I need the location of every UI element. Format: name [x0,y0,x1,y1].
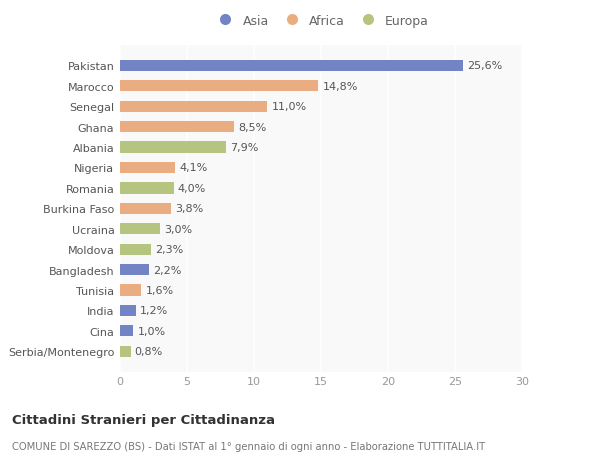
Text: 1,0%: 1,0% [137,326,166,336]
Text: COMUNE DI SAREZZO (BS) - Dati ISTAT al 1° gennaio di ogni anno - Elaborazione TU: COMUNE DI SAREZZO (BS) - Dati ISTAT al 1… [12,441,485,451]
Text: 4,1%: 4,1% [179,163,207,173]
Bar [120,183,173,194]
Legend: Asia, Africa, Europa: Asia, Africa, Europa [208,10,434,33]
Text: 25,6%: 25,6% [467,62,502,71]
Bar [120,122,234,133]
Text: Cittadini Stranieri per Cittadinanza: Cittadini Stranieri per Cittadinanza [12,413,275,426]
Bar [120,285,142,296]
Bar [120,101,268,112]
Text: 1,2%: 1,2% [140,306,169,316]
Text: 3,8%: 3,8% [175,204,203,214]
Text: 3,0%: 3,0% [164,224,193,234]
Text: 7,9%: 7,9% [230,143,258,153]
Text: 1,6%: 1,6% [145,285,173,295]
Bar [120,264,149,275]
Bar [120,203,171,214]
Text: 14,8%: 14,8% [322,82,358,92]
Text: 4,0%: 4,0% [178,184,206,194]
Bar [120,224,160,235]
Bar [120,325,133,336]
Bar [120,305,136,316]
Bar [120,61,463,72]
Bar [120,142,226,153]
Bar [120,81,319,92]
Bar [120,346,131,357]
Text: 8,5%: 8,5% [238,123,266,132]
Bar [120,162,175,174]
Text: 11,0%: 11,0% [271,102,307,112]
Bar [120,244,151,255]
Text: 2,2%: 2,2% [154,265,182,275]
Text: 2,3%: 2,3% [155,245,183,255]
Text: 0,8%: 0,8% [135,347,163,356]
